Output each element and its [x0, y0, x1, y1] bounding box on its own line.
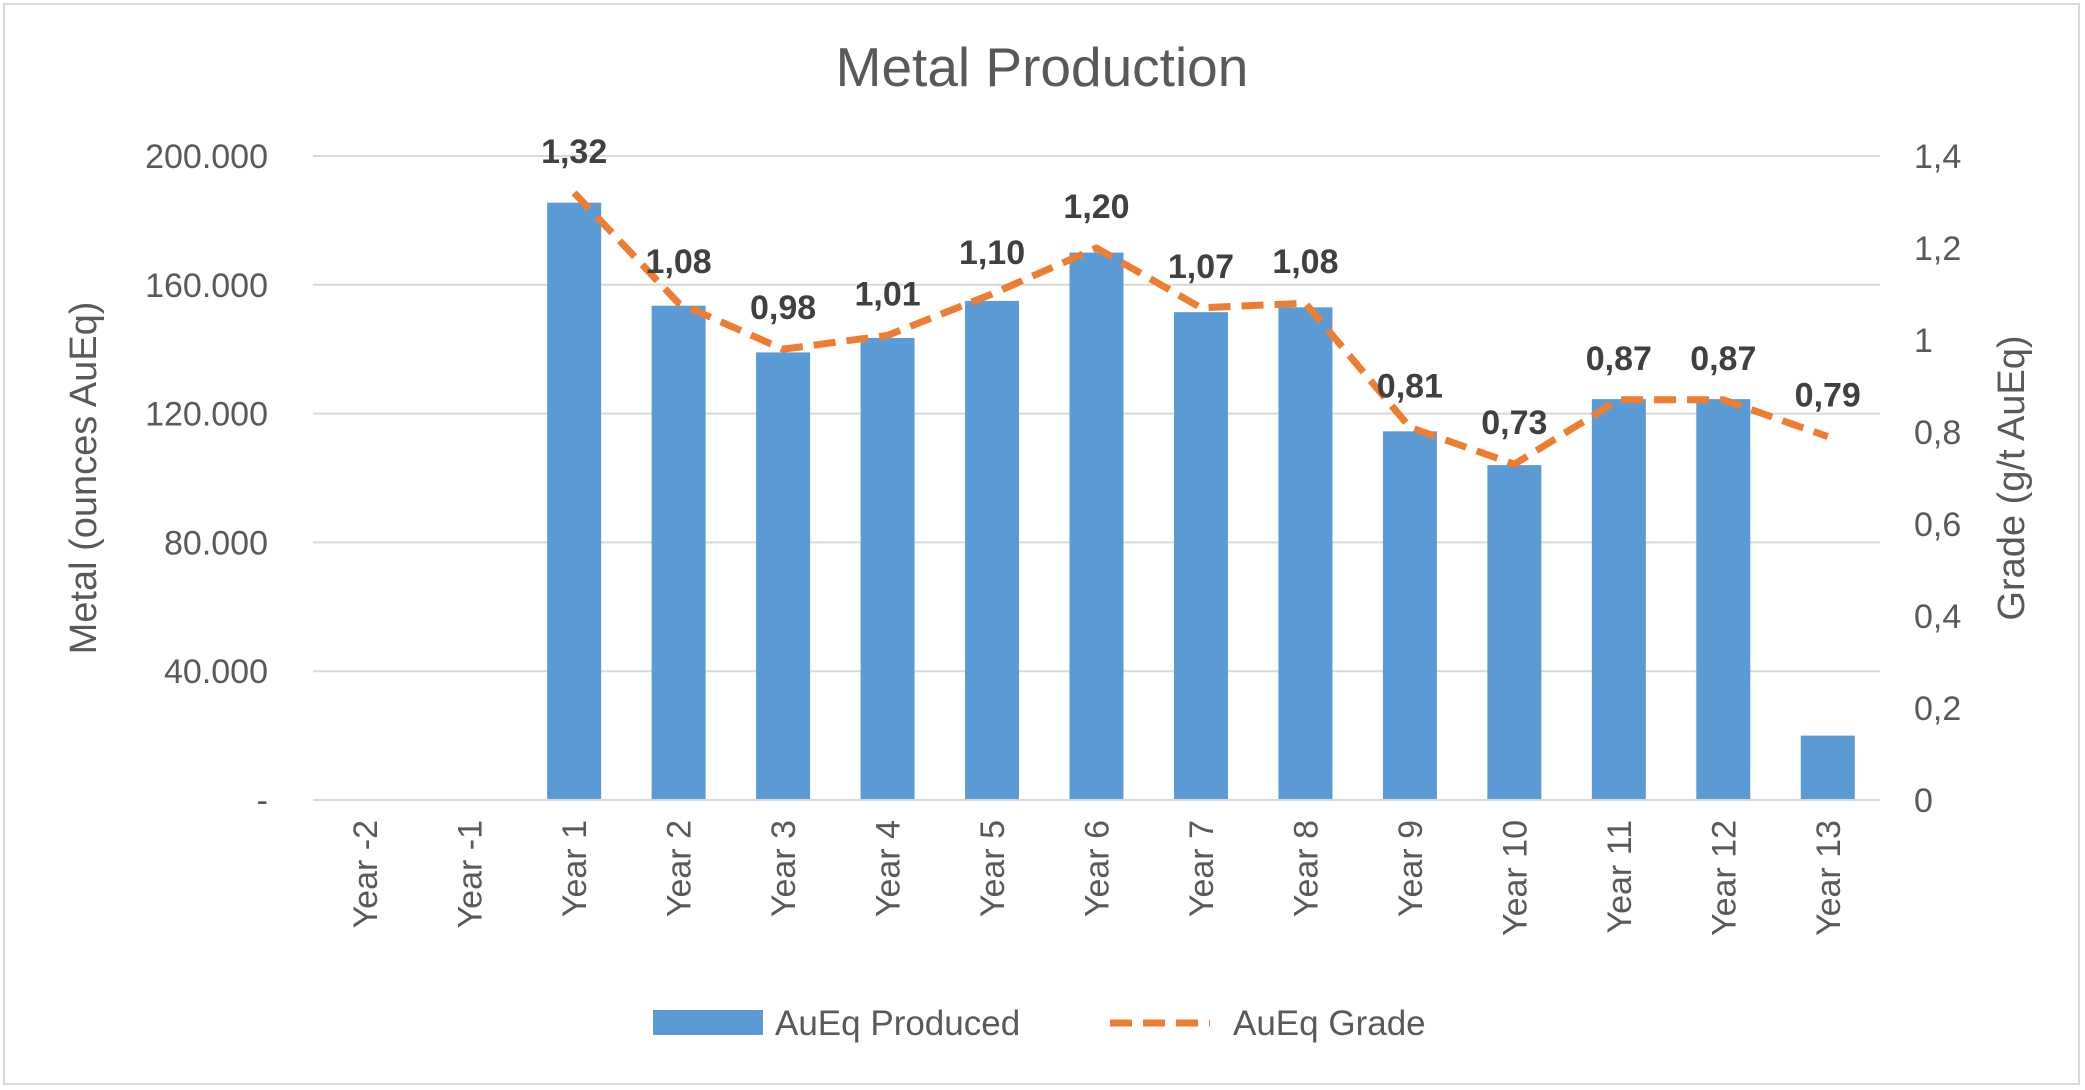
bar [756, 352, 811, 800]
x-tick-label: Year 8 [1287, 820, 1325, 917]
y2-tick-label: 1,4 [1914, 138, 1961, 176]
bar [1278, 307, 1333, 800]
y-axis-title: Metal (ounces AuEq) [63, 302, 105, 655]
data-labels: 1,32 1,08 0,98 1,01 1,10 1,20 1,07 1,08 0,81 0,73… [541, 133, 1861, 442]
y-tick-label: 80.000 [164, 524, 268, 562]
bar [1800, 735, 1855, 800]
y2-tick-label: 0,4 [1914, 598, 1961, 636]
y2-tick-label: 0,6 [1914, 506, 1961, 544]
y2-tick-label: 0,2 [1914, 690, 1961, 728]
left-axis: - 40.000 80.000 120.000 160.000 200.000 [145, 138, 268, 820]
y-tick-label: 120.000 [145, 396, 268, 434]
grade-data-label: 1,20 [1063, 188, 1129, 226]
legend-bar-swatch [653, 1010, 763, 1035]
y2-tick-label: 1,2 [1914, 230, 1961, 268]
grade-data-label: 0,81 [1377, 367, 1443, 405]
grade-data-label: 0,73 [1481, 404, 1547, 442]
bar [965, 300, 1020, 800]
x-tick-label: Year 4 [870, 820, 908, 917]
y-tick-label: - [257, 782, 268, 820]
x-tick-label: Year 1 [556, 820, 594, 917]
bar [651, 305, 706, 800]
grade-data-label: 1,07 [1168, 248, 1234, 286]
bar [1487, 465, 1542, 800]
legend-bar-label: AuEq Produced [775, 1004, 1020, 1043]
bar-series [547, 202, 1855, 801]
legend: AuEq Produced AuEq Grade [653, 1004, 1426, 1043]
bar [1382, 431, 1437, 800]
y-tick-label: 200.000 [145, 138, 268, 176]
x-tick-label: Year 5 [974, 820, 1012, 917]
y2-axis-title: Grade (g/t AuEq) [1991, 335, 2033, 620]
x-axis: Year -2 Year -1 Year 1 Year 2 Year 3 Year 4 Ye… [313, 799, 1880, 936]
right-axis: 0 0,2 0,4 0,6 0,8 1 1,2 1,4 [1914, 138, 1961, 820]
bar [860, 337, 915, 800]
x-tick-label: Year -1 [452, 820, 490, 928]
chart-title: Metal Production [836, 36, 1249, 98]
x-tick-label: Year 10 [1496, 820, 1534, 936]
grade-data-label: 1,08 [1272, 243, 1338, 281]
bar [1069, 252, 1124, 801]
y2-tick-label: 0 [1914, 782, 1933, 820]
grade-data-label: 0,87 [1586, 340, 1652, 378]
x-tick-label: Year 11 [1601, 820, 1639, 933]
bar [1696, 399, 1751, 800]
x-tick-label: Year 13 [1810, 820, 1848, 936]
grade-data-label: 1,32 [541, 133, 607, 171]
grade-data-label: 1,08 [646, 243, 712, 281]
bar [1591, 399, 1646, 800]
line-series [571, 190, 1829, 468]
grade-data-label: 0,98 [750, 289, 816, 327]
x-tick-label: Year 2 [661, 820, 699, 917]
grade-data-label: 0,87 [1690, 340, 1756, 378]
grade-data-label: 0,79 [1795, 377, 1861, 415]
x-tick-label: Year 3 [765, 820, 803, 917]
grade-data-label: 1,01 [854, 275, 920, 313]
x-tick-label: Year 12 [1705, 820, 1743, 936]
x-tick-label: Year 7 [1183, 820, 1221, 917]
bar [1173, 312, 1228, 800]
x-tick-label: Year 9 [1392, 820, 1430, 917]
y-tick-label: 160.000 [145, 267, 268, 305]
bar [547, 202, 602, 800]
y2-tick-label: 0,8 [1914, 414, 1961, 452]
y2-tick-label: 1 [1914, 322, 1933, 360]
x-tick-label: Year 6 [1079, 820, 1117, 917]
grade-data-label: 1,10 [959, 234, 1025, 272]
y-tick-label: 40.000 [164, 653, 268, 691]
legend-line-label: AuEq Grade [1233, 1004, 1426, 1043]
x-tick-label: Year -2 [347, 820, 385, 928]
grade-line [571, 190, 1829, 468]
